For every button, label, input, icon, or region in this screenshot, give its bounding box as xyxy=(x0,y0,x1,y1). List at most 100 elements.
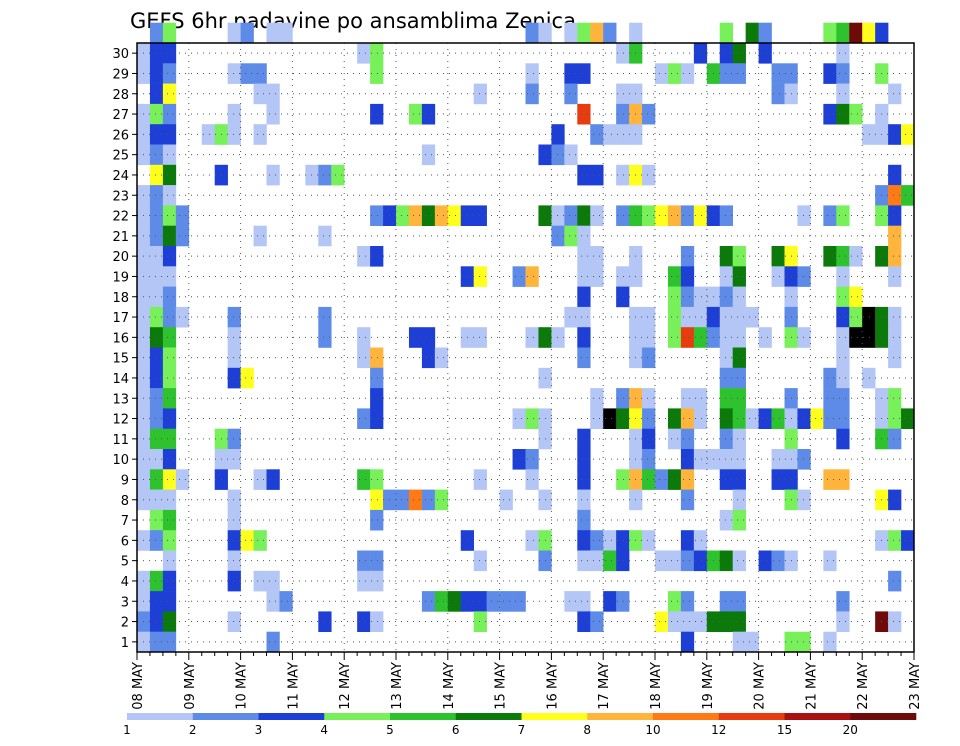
heatmap-cell xyxy=(357,408,371,429)
heatmap-cell xyxy=(149,428,164,450)
heatmap-cell xyxy=(823,103,837,125)
heatmap-cell xyxy=(732,428,746,450)
heatmap-cell xyxy=(227,367,241,389)
y-tick-label: 26 xyxy=(112,128,129,143)
heatmap-cell xyxy=(370,570,384,592)
heatmap-cell xyxy=(719,550,733,572)
heatmap-cell xyxy=(577,327,591,348)
heatmap-cell xyxy=(719,266,733,287)
heatmap-cell xyxy=(162,266,177,287)
heatmap-cell xyxy=(357,246,371,267)
heatmap-cell xyxy=(888,611,902,632)
heatmap-cell xyxy=(603,408,617,429)
heatmap-cell xyxy=(797,205,811,226)
heatmap-cell xyxy=(564,63,578,84)
heatmap-cell xyxy=(797,489,811,511)
heatmap-cell xyxy=(732,63,746,84)
colorbar-label: 6 xyxy=(452,723,460,737)
heatmap-cell xyxy=(888,225,902,247)
heatmap-cell xyxy=(836,347,850,369)
heatmap-cell xyxy=(888,428,902,450)
heatmap-cell xyxy=(719,367,733,389)
heatmap-cell xyxy=(758,550,772,572)
heatmap-cell xyxy=(693,327,708,348)
heatmap-cell xyxy=(629,22,643,44)
heatmap-cell xyxy=(162,611,177,632)
heatmap-cell xyxy=(667,550,682,572)
x-tick-label: 18 MAY xyxy=(649,662,664,710)
heatmap-cell xyxy=(421,327,436,348)
heatmap-cell xyxy=(603,550,617,572)
heatmap-cell xyxy=(162,103,177,125)
heatmap-cell xyxy=(227,570,241,592)
heatmap-cell xyxy=(680,530,695,551)
heatmap-cell xyxy=(227,509,241,531)
heatmap-cell xyxy=(667,306,682,328)
colorbar-label: 15 xyxy=(777,723,792,737)
heatmap-cell xyxy=(149,489,164,511)
heatmap-cell xyxy=(253,124,267,145)
heatmap-cell xyxy=(434,489,449,511)
heatmap-cell xyxy=(162,205,177,226)
heatmap-cell xyxy=(836,611,850,632)
heatmap-cell xyxy=(836,103,850,125)
heatmap-cell xyxy=(888,205,902,226)
heatmap-cell xyxy=(357,570,371,592)
heatmap-cell xyxy=(551,205,565,226)
heatmap-cell xyxy=(719,246,733,267)
heatmap-cell xyxy=(745,22,759,44)
heatmap-cell xyxy=(732,509,746,531)
heatmap-cell xyxy=(719,611,733,632)
heatmap-cell xyxy=(227,22,241,44)
heatmap-cell xyxy=(162,367,177,389)
heatmap-cell xyxy=(616,591,630,612)
heatmap-cell xyxy=(447,205,462,226)
heatmap-cell xyxy=(370,388,384,409)
heatmap-cell xyxy=(616,469,630,490)
heatmap-cell xyxy=(149,246,164,267)
heatmap-cell xyxy=(732,449,746,470)
heatmap-cell xyxy=(603,22,617,44)
x-tick-label: 13 MAY xyxy=(390,662,405,710)
heatmap-cell xyxy=(823,408,837,429)
heatmap-cell xyxy=(175,306,190,328)
heatmap-cell xyxy=(162,388,177,409)
heatmap-cell xyxy=(642,530,656,551)
heatmap-cell xyxy=(266,570,280,592)
heatmap-cell xyxy=(616,550,630,572)
heatmap-cell xyxy=(370,63,384,84)
heatmap-cell xyxy=(836,428,850,450)
y-tick-label: 24 xyxy=(112,169,129,184)
heatmap-cell xyxy=(162,286,177,308)
colorbar-label: 1 xyxy=(123,723,131,737)
heatmap-cell xyxy=(771,408,785,429)
heatmap-cell xyxy=(408,489,423,511)
y-tick-label: 29 xyxy=(112,67,129,82)
y-tick-label: 8 xyxy=(121,494,129,509)
heatmap-cell xyxy=(667,266,682,287)
heatmap-cell xyxy=(680,205,695,226)
heatmap-cell xyxy=(823,63,837,84)
heatmap-cell xyxy=(888,266,902,287)
heatmap-cell xyxy=(434,205,449,226)
y-tick-label: 11 xyxy=(112,433,129,448)
heatmap-cell xyxy=(642,449,656,470)
heatmap-cell xyxy=(616,408,630,429)
heatmap-cell xyxy=(370,408,384,429)
heatmap-cell xyxy=(590,266,604,287)
heatmap-cell xyxy=(551,144,565,166)
heatmap-cell xyxy=(227,306,241,328)
heatmap-cell xyxy=(680,388,695,409)
heatmap-cell xyxy=(667,63,682,84)
heatmap-cell xyxy=(693,408,708,429)
heatmap-cell xyxy=(888,388,902,409)
y-tick-label: 19 xyxy=(112,270,129,285)
heatmap-cell xyxy=(680,489,695,511)
heatmap-cell xyxy=(473,550,487,572)
heatmap-cell xyxy=(149,83,164,105)
y-tick-label: 16 xyxy=(112,331,129,346)
heatmap-cell xyxy=(732,388,746,409)
heatmap-cell xyxy=(175,469,190,490)
heatmap-cell xyxy=(719,22,733,44)
heatmap-cell xyxy=(693,205,708,226)
